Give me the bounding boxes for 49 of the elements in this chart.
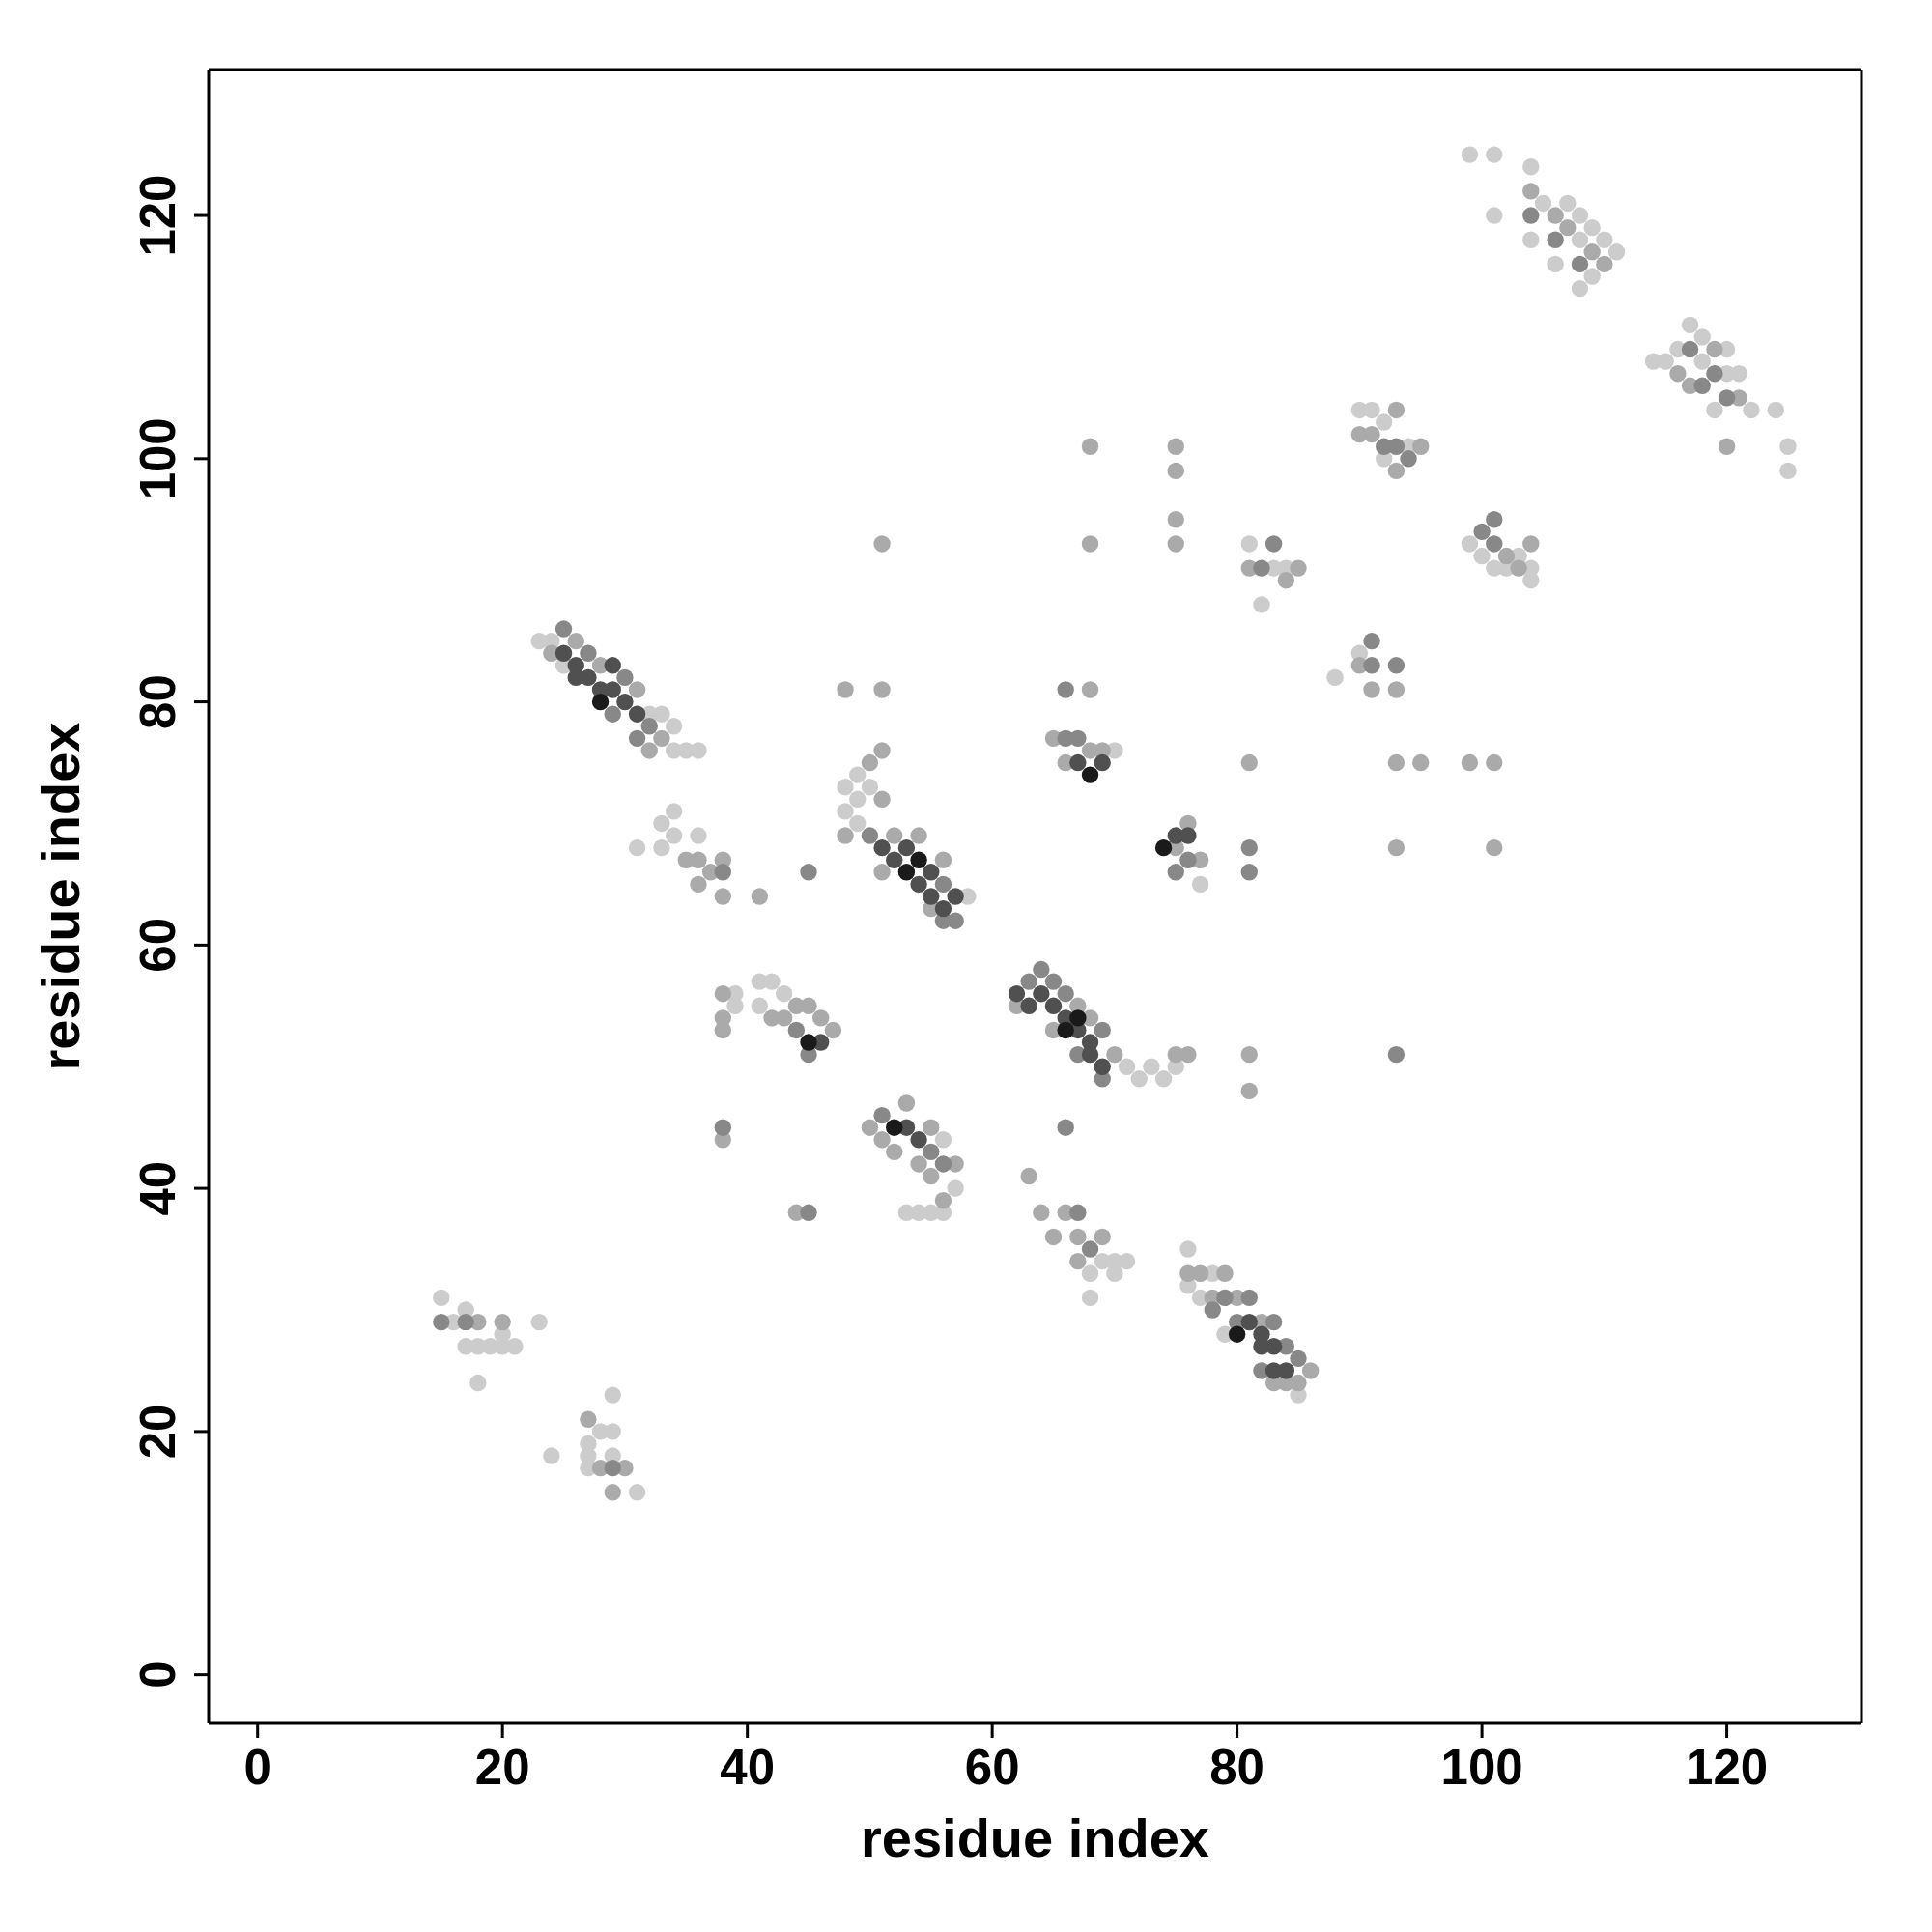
- point: [897, 838, 916, 857]
- point: [910, 851, 927, 868]
- point: [923, 864, 940, 881]
- y-tick-label: 60: [130, 917, 185, 973]
- x-tick-label: 40: [720, 1740, 776, 1796]
- point: [923, 888, 940, 905]
- point: [934, 899, 952, 918]
- x-tick-label: 0: [243, 1740, 271, 1796]
- point: [628, 705, 646, 723]
- x-tick-label: 60: [964, 1740, 1020, 1796]
- point: [1020, 997, 1037, 1014]
- point: [1033, 985, 1050, 1003]
- x-tick-label: 80: [1209, 1740, 1264, 1796]
- y-tick-label: 100: [130, 417, 185, 500]
- point: [1094, 753, 1111, 772]
- point: [1240, 1313, 1258, 1331]
- point: [947, 888, 964, 905]
- point: [554, 644, 573, 662]
- x-tick-label: 20: [474, 1740, 530, 1796]
- point: [897, 864, 916, 881]
- point: [800, 1034, 817, 1051]
- point: [1069, 753, 1087, 772]
- point: [1069, 1009, 1087, 1027]
- point: [910, 1131, 927, 1149]
- point: [616, 693, 634, 711]
- point: [886, 851, 903, 868]
- y-tick-label: 20: [130, 1404, 185, 1460]
- x-tick-label: 100: [1440, 1740, 1523, 1796]
- point: [580, 668, 597, 687]
- point: [1044, 997, 1063, 1014]
- point: [1008, 985, 1026, 1003]
- point: [873, 838, 891, 857]
- y-axis-title: residue index: [29, 722, 91, 1071]
- x-axis-title: residue index: [860, 1807, 1210, 1868]
- point: [591, 693, 610, 711]
- point: [1154, 838, 1173, 857]
- y-tick-label: 40: [130, 1160, 185, 1216]
- point: [1094, 1058, 1111, 1075]
- x-tick-label: 120: [1686, 1740, 1769, 1796]
- point: [910, 875, 927, 894]
- point: [604, 657, 621, 674]
- point: [1057, 1021, 1074, 1039]
- y-tick-label: 80: [130, 674, 185, 729]
- y-tick-label: 0: [130, 1661, 185, 1689]
- point: [886, 1119, 903, 1136]
- point: [1081, 766, 1099, 783]
- point: [1179, 827, 1197, 844]
- point: [1228, 1325, 1246, 1343]
- y-tick-label: 120: [130, 174, 185, 257]
